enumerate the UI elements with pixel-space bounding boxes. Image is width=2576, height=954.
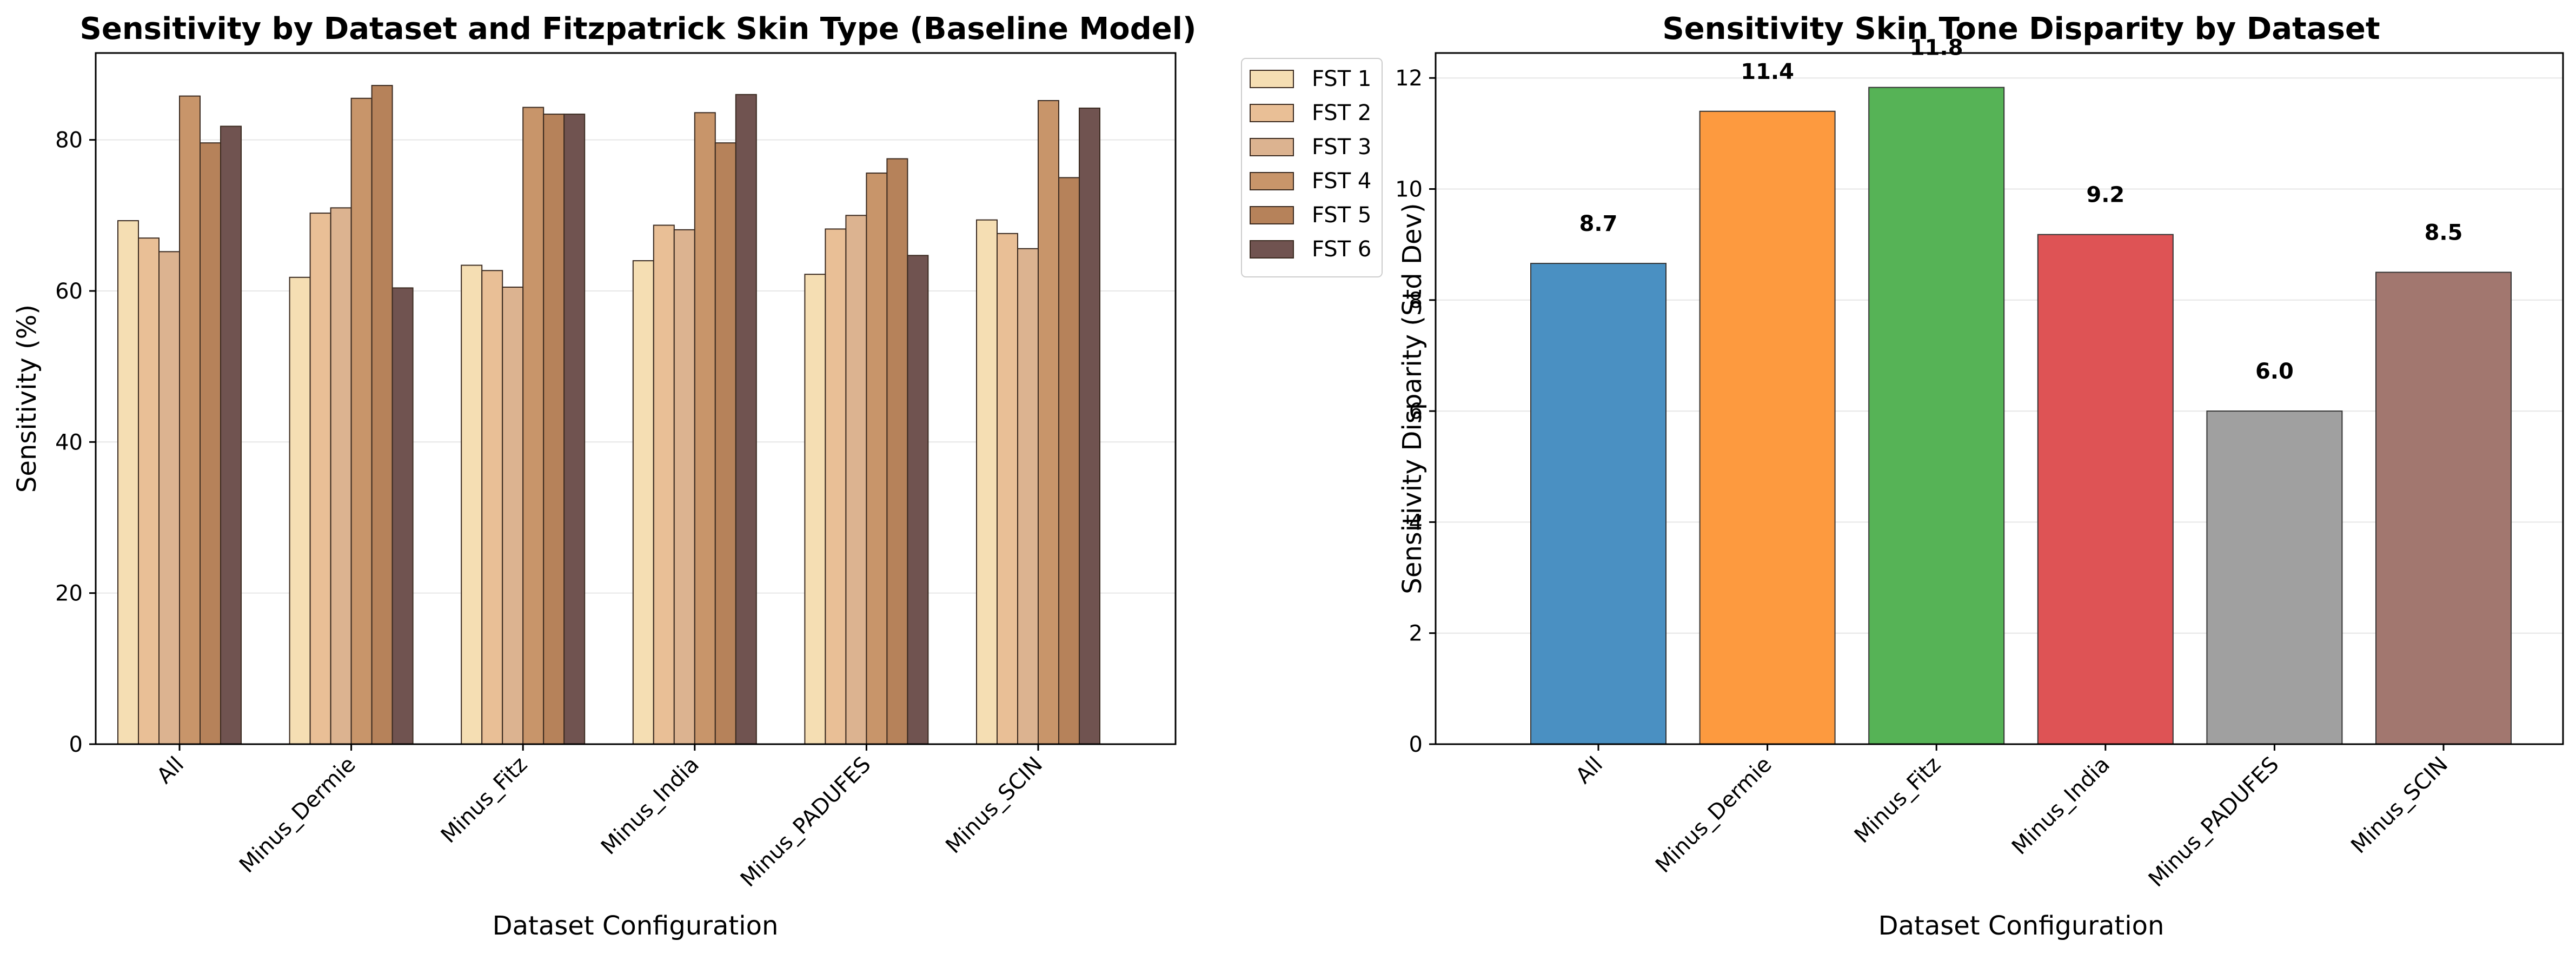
right-y-tick-label: 2: [1409, 621, 1423, 646]
left-bar: [350, 97, 373, 745]
right-chart: Sensitivity Skin Tone Disparity by Datas…: [1395, 11, 2564, 941]
right-bar: [2206, 410, 2343, 745]
right-y-axis-ticks: 0 2 4 6 8 10 12: [1395, 66, 1436, 757]
left-y-tick-label: 80: [55, 128, 83, 153]
right-x-axis-label: Dataset Configuration: [1878, 911, 2165, 941]
right-y-tick-label: 4: [1409, 510, 1423, 535]
left-bar: [543, 114, 565, 745]
left-bar: [976, 219, 998, 745]
left-legend-swatch: [1250, 206, 1294, 224]
right-plot-frame: [1435, 52, 2564, 745]
right-y-tick-label: 6: [1409, 399, 1423, 424]
left-bar: [694, 112, 716, 745]
right-y-tick-label: 8: [1409, 288, 1423, 313]
left-bar: [289, 276, 311, 745]
left-bar: [200, 142, 221, 745]
left-x-axis-label: Dataset Configuration: [493, 911, 779, 941]
left-bar: [997, 233, 1018, 745]
left-bar: [907, 255, 929, 745]
left-bar: [391, 287, 414, 745]
right-bar: [1530, 263, 1667, 745]
left-bar: [461, 264, 483, 745]
left-bar: [563, 114, 586, 745]
left-legend-swatch: [1250, 138, 1294, 156]
left-y-axis-label: Sensitivity (%): [12, 304, 42, 493]
left-bar: [804, 274, 826, 745]
right-value-label: 8.5: [2425, 220, 2463, 245]
left-legend-label: FST 2: [1312, 101, 1371, 125]
left-legend-swatch: [1250, 240, 1294, 259]
right-bar: [1868, 87, 2005, 745]
left-y-axis-ticks: 0 20 40 60 80: [55, 128, 96, 757]
left-plot-frame: [95, 52, 1177, 745]
left-bar: [1038, 100, 1059, 745]
right-bars: [1530, 87, 2512, 745]
left-legend: FST 1 FST 2 FST 3 FST 4 FST 5 FST 6: [1241, 58, 1383, 277]
right-bar: [2375, 271, 2512, 745]
left-chart-title: Sensitivity by Dataset and Fitzpatrick S…: [80, 11, 1197, 47]
left-bar: [138, 237, 160, 745]
right-bar: [2037, 234, 2174, 745]
left-legend-label: FST 6: [1312, 237, 1371, 262]
left-bar: [220, 125, 242, 745]
right-value-label: 11.8: [1910, 36, 1963, 61]
right-value-labels: 8.7 11.4 11.8 9.2 6.0 8.5: [1579, 36, 2463, 384]
left-bar: [886, 158, 908, 745]
left-bar: [117, 220, 139, 745]
left-legend-label: FST 5: [1312, 203, 1371, 228]
left-bar: [825, 228, 847, 745]
right-chart-title: Sensitivity Skin Tone Disparity by Datas…: [1662, 11, 2380, 47]
left-bar: [1058, 177, 1080, 745]
left-bar: [481, 270, 503, 745]
left-bar: [735, 94, 757, 745]
left-y-tick-label: 0: [69, 732, 83, 757]
left-y-tick-label: 20: [55, 581, 83, 606]
right-value-label: 11.4: [1741, 59, 1794, 84]
left-bars: [117, 85, 1100, 745]
left-bar: [653, 224, 675, 745]
left-bar: [522, 107, 545, 745]
left-legend-label: FST 3: [1312, 135, 1371, 160]
right-value-label: 9.2: [2086, 183, 2124, 208]
right-y-tick-label: 0: [1409, 732, 1423, 757]
right-bar: [1699, 110, 1836, 745]
left-bar: [632, 260, 654, 745]
left-bar: [1017, 248, 1039, 745]
left-bar: [179, 95, 201, 745]
left-bar: [371, 85, 393, 745]
left-bar: [714, 142, 736, 745]
left-bar: [502, 286, 524, 745]
left-bar: [673, 229, 695, 745]
right-y-tick-label: 10: [1395, 177, 1423, 202]
left-bar: [866, 173, 888, 745]
left-legend-label: FST 4: [1312, 169, 1371, 194]
right-value-label: 6.0: [2255, 359, 2294, 384]
left-bar: [309, 213, 331, 745]
left-legend-label: FST 1: [1312, 67, 1371, 91]
left-bar: [845, 215, 867, 745]
left-bar: [330, 207, 352, 745]
left-legend-swatch: [1250, 70, 1294, 88]
right-value-label: 8.7: [1579, 211, 1618, 236]
left-bar: [1079, 107, 1100, 745]
right-y-tick-label: 12: [1395, 66, 1423, 91]
right-y-axis-label: Sensitivity Disparity (Std Dev): [1397, 203, 1428, 594]
left-bar: [158, 251, 180, 745]
left-y-tick-label: 60: [55, 279, 83, 304]
left-y-tick-label: 40: [55, 430, 83, 455]
left-legend-swatch: [1250, 172, 1294, 190]
left-legend-swatch: [1250, 104, 1294, 122]
